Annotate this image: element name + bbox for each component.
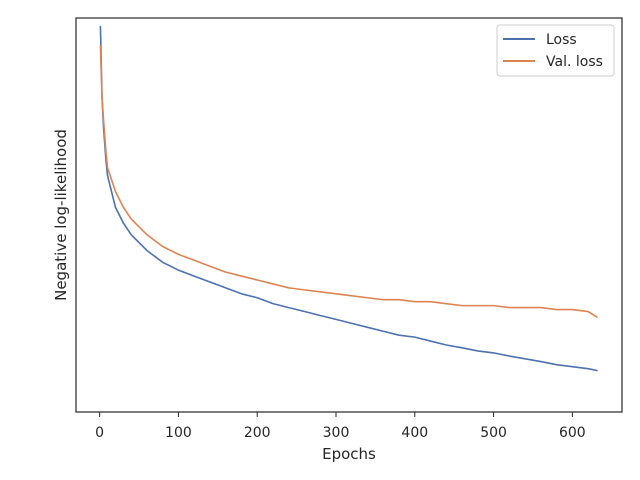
x-axis-ticks: 0 100 200 300 400 500 600 [95,412,586,441]
x-tick-label: 200 [244,425,271,441]
plot-area [75,17,623,413]
x-axis-label: Epochs [322,445,376,463]
legend-frame [496,24,615,77]
series-layer [99,25,599,372]
series-line-val-loss [99,45,599,319]
legend: Loss Val. loss [496,24,615,77]
legend-label-loss: Loss [546,32,577,48]
y-axis-label: Negative log-likelihood [52,129,70,301]
x-tick-label: 300 [323,425,350,441]
x-tick-label: 100 [165,425,192,441]
x-tick-label: 600 [559,425,586,441]
x-tick-label: 0 [95,425,104,441]
x-tick-label: 500 [480,425,507,441]
series-line-loss [99,25,598,372]
legend-label-val-loss: Val. loss [546,54,603,70]
x-tick-label: 400 [401,425,428,441]
